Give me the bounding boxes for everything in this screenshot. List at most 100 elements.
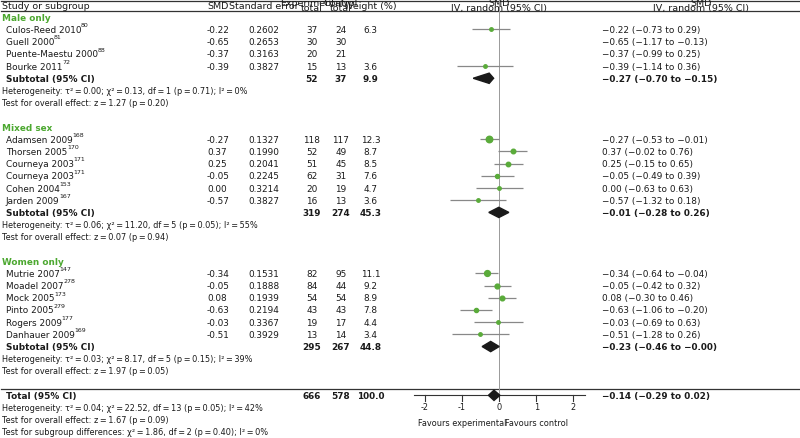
Text: 81: 81	[54, 35, 62, 40]
Text: 274: 274	[331, 208, 350, 217]
Text: -0.27: -0.27	[206, 135, 229, 145]
Text: Favours experimental: Favours experimental	[418, 418, 506, 427]
Text: Mock 2005: Mock 2005	[6, 293, 54, 303]
Text: −0.05 (−0.49 to 0.39): −0.05 (−0.49 to 0.39)	[602, 172, 700, 181]
Text: Heterogeneity: τ² = 0.06; χ² = 11.20, df = 5 (p = 0.05); I² = 55%: Heterogeneity: τ² = 0.06; χ² = 11.20, df…	[2, 221, 258, 230]
Text: Test for subgroup differences: χ² = 1.86, df = 2 (p = 0.40); I² = 0%: Test for subgroup differences: χ² = 1.86…	[2, 427, 268, 436]
Text: -1: -1	[458, 402, 466, 411]
Text: 170: 170	[67, 145, 78, 150]
Text: 44: 44	[335, 282, 346, 290]
Text: -0.03: -0.03	[206, 318, 229, 327]
Text: Test for overall effect: z = 0.07 (p = 0.94): Test for overall effect: z = 0.07 (p = 0…	[2, 233, 168, 242]
Text: Subtotal (95% CI): Subtotal (95% CI)	[6, 342, 94, 351]
Text: 0.25 (−0.15 to 0.65): 0.25 (−0.15 to 0.65)	[602, 160, 693, 169]
Text: 88: 88	[98, 48, 106, 53]
Text: 0.00: 0.00	[208, 184, 227, 193]
Text: 13: 13	[335, 63, 346, 71]
Text: 62: 62	[306, 172, 318, 181]
Text: Pinto 2005: Pinto 2005	[6, 306, 54, 315]
Text: 54: 54	[335, 293, 346, 303]
Text: 0.00 (−0.63 to 0.63): 0.00 (−0.63 to 0.63)	[602, 184, 693, 193]
Text: 278: 278	[63, 279, 75, 284]
Text: Moadel 2007: Moadel 2007	[6, 282, 63, 290]
Text: −0.51 (−1.28 to 0.26): −0.51 (−1.28 to 0.26)	[602, 330, 700, 339]
Text: 1: 1	[534, 402, 539, 411]
Text: 153: 153	[59, 181, 71, 187]
Text: 7.8: 7.8	[363, 306, 378, 315]
Text: 0: 0	[497, 402, 502, 411]
Text: 0.3214: 0.3214	[249, 184, 279, 193]
Text: Subtotal (95% CI): Subtotal (95% CI)	[6, 208, 94, 217]
Text: 173: 173	[54, 291, 66, 296]
Text: 52: 52	[306, 148, 318, 156]
Text: 100.0: 100.0	[357, 391, 384, 400]
Text: 171: 171	[74, 169, 86, 174]
Text: SMD: SMD	[207, 2, 228, 11]
Text: 6.3: 6.3	[363, 26, 378, 35]
Text: Test for overall effect: z = 1.67 (p = 0.09): Test for overall effect: z = 1.67 (p = 0…	[2, 415, 168, 424]
Polygon shape	[474, 74, 494, 84]
Text: -0.65: -0.65	[206, 38, 229, 47]
Text: 0.37 (−0.02 to 0.76): 0.37 (−0.02 to 0.76)	[602, 148, 693, 156]
Text: 45: 45	[335, 160, 346, 169]
Text: 54: 54	[306, 293, 318, 303]
Text: 279: 279	[54, 303, 66, 308]
Text: Puente-Maestu 2000: Puente-Maestu 2000	[6, 50, 98, 59]
Text: SMD: SMD	[489, 0, 510, 8]
Text: 51: 51	[306, 160, 318, 169]
Text: 0.3827: 0.3827	[249, 196, 279, 205]
Text: 95: 95	[335, 269, 346, 278]
Text: Heterogeneity: τ² = 0.03; χ² = 8.17, df = 5 (p = 0.15); I² = 39%: Heterogeneity: τ² = 0.03; χ² = 8.17, df …	[2, 354, 252, 364]
Text: 19: 19	[335, 184, 346, 193]
Text: -0.34: -0.34	[206, 269, 229, 278]
Polygon shape	[489, 390, 500, 400]
Text: 4.7: 4.7	[363, 184, 378, 193]
Text: 0.1531: 0.1531	[249, 269, 279, 278]
Text: 8.9: 8.9	[363, 293, 378, 303]
Text: 0.2041: 0.2041	[249, 160, 279, 169]
Text: 14: 14	[335, 330, 346, 339]
Text: Male only: Male only	[2, 14, 50, 23]
Text: Mutrie 2007: Mutrie 2007	[6, 269, 59, 278]
Text: 295: 295	[302, 342, 322, 351]
Text: 0.3929: 0.3929	[249, 330, 279, 339]
Text: Favours control: Favours control	[505, 418, 568, 427]
Text: 12.3: 12.3	[361, 135, 380, 145]
Text: Bourke 2011: Bourke 2011	[6, 63, 62, 71]
Text: 43: 43	[335, 306, 346, 315]
Text: 37: 37	[306, 26, 318, 35]
Text: 19: 19	[306, 318, 318, 327]
Text: 0.2194: 0.2194	[249, 306, 279, 315]
Text: Guell 2000: Guell 2000	[6, 38, 54, 47]
Text: Danhauer 2009: Danhauer 2009	[6, 330, 74, 339]
Text: Courneya 2003: Courneya 2003	[6, 160, 74, 169]
Text: Mixed sex: Mixed sex	[2, 123, 52, 132]
Text: 0.2653: 0.2653	[249, 38, 279, 47]
Text: -0.05: -0.05	[206, 172, 229, 181]
Text: 24: 24	[335, 26, 346, 35]
Text: 171: 171	[74, 157, 86, 162]
Text: 4.4: 4.4	[363, 318, 378, 327]
Text: 13: 13	[306, 330, 318, 339]
Text: -0.63: -0.63	[206, 306, 229, 315]
Text: total: total	[301, 4, 323, 13]
Text: 118: 118	[303, 135, 321, 145]
Text: 30: 30	[306, 38, 318, 47]
Text: 169: 169	[74, 327, 86, 332]
Text: 43: 43	[306, 306, 318, 315]
Text: 0.08 (−0.30 to 0.46): 0.08 (−0.30 to 0.46)	[602, 293, 693, 303]
Text: 0.1990: 0.1990	[249, 148, 279, 156]
Text: 82: 82	[306, 269, 318, 278]
Text: 0.2245: 0.2245	[249, 172, 279, 181]
Text: 11.1: 11.1	[361, 269, 380, 278]
Text: Subtotal (95% CI): Subtotal (95% CI)	[6, 74, 94, 84]
Text: Jarden 2009: Jarden 2009	[6, 196, 59, 205]
Text: IV, random (95% CI): IV, random (95% CI)	[653, 4, 749, 13]
Text: -0.51: -0.51	[206, 330, 229, 339]
Polygon shape	[482, 342, 499, 352]
Text: 21: 21	[335, 50, 346, 59]
Text: 0.37: 0.37	[208, 148, 227, 156]
Text: −0.05 (−0.42 to 0.32): −0.05 (−0.42 to 0.32)	[602, 282, 700, 290]
Text: Women only: Women only	[2, 257, 63, 266]
Text: 2: 2	[571, 402, 576, 411]
